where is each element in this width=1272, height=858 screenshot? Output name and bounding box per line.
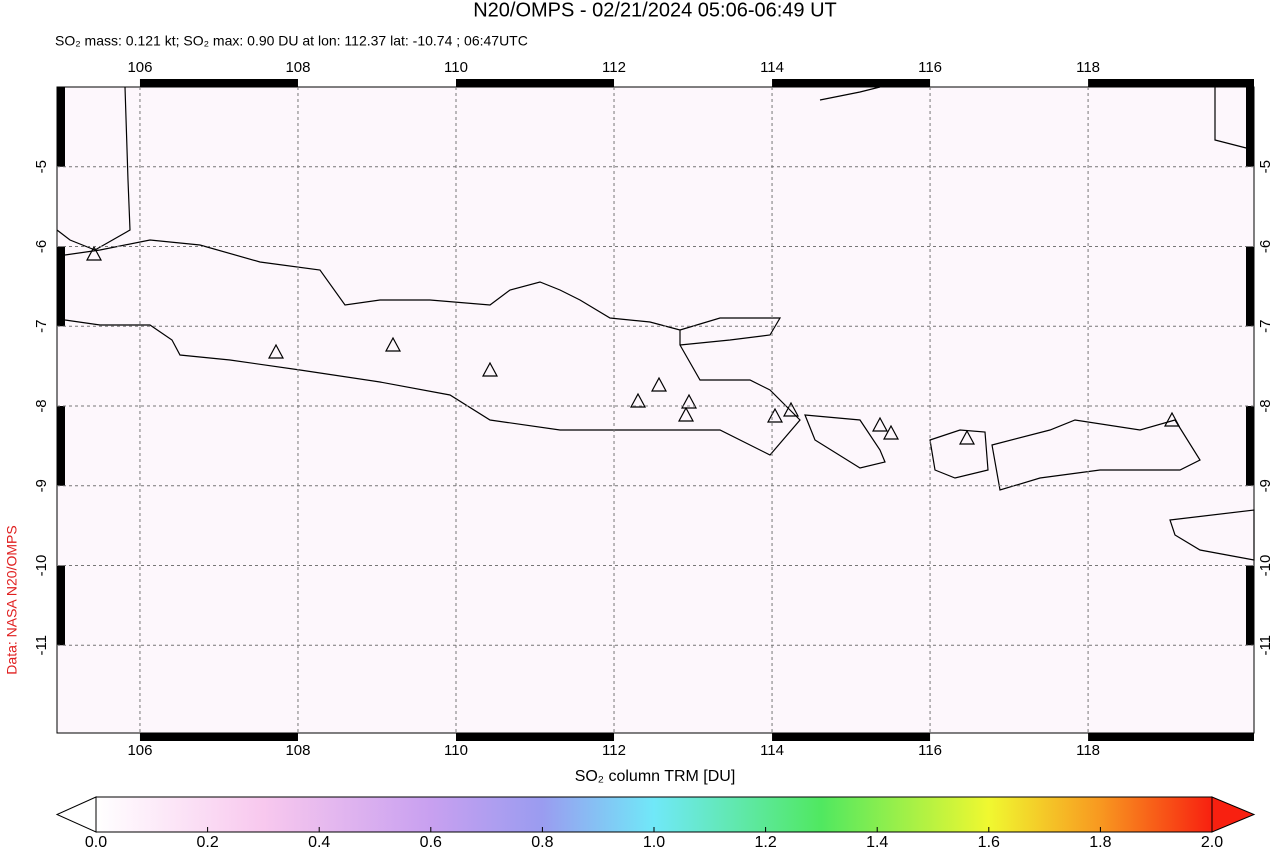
frame-band: [57, 87, 65, 167]
volcano: [958, 429, 976, 445]
x-tick-label-bottom: 116: [918, 742, 942, 759]
x-tick-label-bottom: 110: [444, 742, 468, 759]
x-tick-label-top: 112: [602, 59, 626, 76]
x-tick-label-top: 116: [918, 59, 942, 76]
colorbar-tick-label: 0.2: [196, 834, 218, 851]
y-tick-label-right: -11: [1257, 635, 1272, 656]
volcano: [650, 376, 668, 392]
x-tick-label-top: 108: [285, 59, 310, 76]
coastlines: [56, 86, 1255, 561]
credit: Data: NASA N20/OMPS: [4, 525, 20, 674]
colorbar-tick-label: 1.6: [978, 834, 1000, 851]
volcano: [677, 406, 695, 422]
x-tick-label-bottom: 112: [602, 742, 626, 759]
colorbar-arrow-high: [1211, 796, 1256, 833]
y-tick-label-right: -5: [1257, 160, 1272, 173]
y-tick-label-left: -7: [33, 320, 50, 333]
colorbar-tick-label: 0.8: [531, 834, 553, 851]
bali: [804, 414, 886, 469]
y-tick-label-left: -8: [33, 399, 50, 412]
frame-band: [57, 246, 65, 327]
x-tick-label-bottom: 118: [1076, 742, 1100, 759]
colorbar-tick-label: 1.8: [1089, 834, 1111, 851]
java: [64, 239, 801, 456]
colorbar-tick-label: 1.2: [754, 834, 776, 851]
sumbawa: [991, 419, 1201, 491]
y-tick-label-right: -8: [1257, 399, 1272, 412]
y-tick-label-left: -6: [33, 240, 50, 253]
x-tick-label-top: 106: [127, 59, 152, 76]
volcano: [680, 393, 698, 409]
borneo: [819, 86, 881, 101]
colorbar-tick-label: 1.0: [643, 834, 665, 851]
volcano: [882, 424, 900, 440]
frame-band: [1246, 87, 1254, 167]
volcano: [629, 392, 647, 408]
x-tick-label-bottom: 114: [760, 742, 784, 759]
frame-band: [139, 733, 298, 741]
sumba: [1169, 509, 1255, 561]
volcano: [1163, 411, 1181, 427]
y-tick-label-left: -9: [33, 479, 50, 492]
madura: [679, 317, 782, 346]
colorbar-tick-label: 0.6: [420, 834, 442, 851]
volcano: [85, 245, 103, 261]
frame-band: [772, 79, 931, 87]
y-tick-label-right: -7: [1257, 320, 1272, 333]
colorbar-tick-label: 1.4: [866, 834, 888, 851]
frame-band: [1246, 246, 1254, 327]
x-tick-label-top: 110: [444, 59, 468, 76]
colorbar-tick-label: 0.4: [308, 834, 330, 851]
lombok: [929, 429, 989, 479]
y-tick-label-right: -9: [1257, 479, 1272, 492]
frame-band: [1246, 406, 1254, 486]
x-tick-label-bottom: 106: [127, 742, 152, 759]
volcano: [871, 416, 889, 432]
frame-band: [57, 406, 65, 486]
colorbar-label: SO₂ column TRM [DU]: [575, 768, 736, 785]
volcano: [782, 401, 800, 417]
sulawesi: [1214, 87, 1255, 151]
volcano: [267, 343, 285, 359]
map-area: [57, 87, 1254, 733]
y-tick-label-left: -10: [33, 555, 50, 577]
x-tick-label-top: 118: [1076, 59, 1100, 76]
volcano: [384, 336, 402, 352]
volcano: [766, 407, 784, 423]
y-tick-label-left: -5: [33, 160, 50, 173]
colorbar-tick-label: 0.0: [85, 834, 107, 851]
volcano-markers: [85, 245, 1181, 445]
frame-band: [456, 733, 615, 741]
frame-band: [1246, 565, 1254, 646]
frame-band: [1088, 79, 1254, 87]
title: N20/OMPS - 02/21/2024 05:06-06:49 UT: [473, 0, 837, 21]
sumatra: [56, 86, 131, 251]
frame-band: [772, 733, 931, 741]
y-tick-label-left: -11: [33, 635, 50, 656]
frame-band: [139, 79, 298, 87]
frame-band: [1088, 733, 1254, 741]
y-tick-label-right: -6: [1257, 240, 1272, 253]
colorbar-arrow-low: [55, 796, 97, 833]
frame-band: [456, 79, 615, 87]
subtitle: SO₂ mass: 0.121 kt; SO₂ max: 0.90 DU at …: [55, 33, 528, 49]
x-tick-label-bottom: 108: [285, 742, 310, 759]
x-tick-label-top: 114: [760, 59, 784, 76]
colorbar: [95, 796, 1213, 833]
y-tick-label-right: -10: [1257, 555, 1272, 577]
colorbar-tick-label: 2.0: [1201, 834, 1223, 851]
frame-band: [57, 565, 65, 646]
volcano: [481, 361, 499, 377]
